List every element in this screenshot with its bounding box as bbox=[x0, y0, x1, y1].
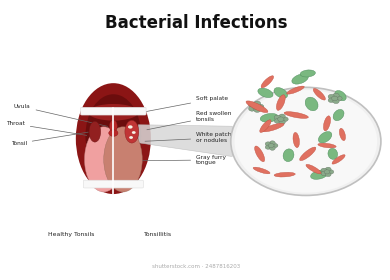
FancyBboxPatch shape bbox=[83, 180, 144, 188]
Ellipse shape bbox=[269, 141, 275, 145]
Ellipse shape bbox=[260, 120, 271, 132]
Ellipse shape bbox=[254, 108, 261, 112]
Polygon shape bbox=[138, 125, 232, 157]
Ellipse shape bbox=[332, 155, 345, 164]
Ellipse shape bbox=[76, 83, 151, 194]
FancyBboxPatch shape bbox=[81, 107, 146, 115]
Circle shape bbox=[234, 90, 377, 193]
Text: Soft palate: Soft palate bbox=[145, 97, 228, 112]
Ellipse shape bbox=[333, 99, 339, 104]
Ellipse shape bbox=[88, 104, 138, 121]
Ellipse shape bbox=[274, 119, 280, 123]
Ellipse shape bbox=[262, 123, 284, 132]
Text: White patches
or nodules: White patches or nodules bbox=[145, 132, 238, 143]
Text: Healthy Tonsils: Healthy Tonsils bbox=[48, 232, 94, 237]
Ellipse shape bbox=[339, 128, 346, 141]
Ellipse shape bbox=[265, 142, 271, 146]
Ellipse shape bbox=[279, 120, 285, 124]
Ellipse shape bbox=[277, 95, 285, 110]
Ellipse shape bbox=[279, 114, 285, 119]
Ellipse shape bbox=[328, 98, 335, 102]
Circle shape bbox=[231, 87, 381, 195]
Ellipse shape bbox=[332, 96, 338, 101]
Ellipse shape bbox=[318, 143, 336, 148]
Ellipse shape bbox=[85, 94, 141, 178]
Text: Uvula: Uvula bbox=[14, 104, 108, 126]
Ellipse shape bbox=[257, 104, 264, 109]
Ellipse shape bbox=[321, 168, 327, 172]
Ellipse shape bbox=[325, 172, 331, 177]
Ellipse shape bbox=[306, 164, 321, 174]
Ellipse shape bbox=[335, 90, 346, 101]
Ellipse shape bbox=[261, 76, 274, 88]
Ellipse shape bbox=[268, 143, 274, 148]
Ellipse shape bbox=[325, 167, 331, 171]
Ellipse shape bbox=[324, 170, 330, 174]
Ellipse shape bbox=[248, 102, 255, 107]
Ellipse shape bbox=[328, 94, 335, 99]
Text: Tonsillitis: Tonsillitis bbox=[144, 232, 172, 237]
Ellipse shape bbox=[284, 112, 308, 118]
Circle shape bbox=[128, 125, 133, 129]
Ellipse shape bbox=[274, 115, 280, 120]
Ellipse shape bbox=[125, 120, 139, 143]
Ellipse shape bbox=[253, 167, 270, 174]
Ellipse shape bbox=[328, 148, 338, 159]
Ellipse shape bbox=[110, 120, 117, 132]
Ellipse shape bbox=[293, 132, 300, 148]
Ellipse shape bbox=[274, 88, 288, 98]
Ellipse shape bbox=[265, 145, 271, 149]
Ellipse shape bbox=[254, 101, 261, 106]
Ellipse shape bbox=[282, 117, 288, 122]
Ellipse shape bbox=[89, 121, 101, 142]
Ellipse shape bbox=[104, 127, 142, 192]
Ellipse shape bbox=[318, 132, 332, 143]
Ellipse shape bbox=[310, 170, 328, 179]
Text: Bacterial Infections: Bacterial Infections bbox=[105, 14, 287, 32]
Ellipse shape bbox=[255, 146, 265, 162]
Ellipse shape bbox=[260, 113, 278, 122]
Text: Gray furry
tongue: Gray furry tongue bbox=[139, 155, 226, 165]
Ellipse shape bbox=[287, 86, 304, 94]
Ellipse shape bbox=[252, 104, 259, 109]
Circle shape bbox=[132, 131, 136, 134]
Ellipse shape bbox=[85, 127, 123, 192]
Text: shutterstock.com · 2487816203: shutterstock.com · 2487816203 bbox=[152, 264, 240, 269]
Circle shape bbox=[129, 136, 133, 139]
Ellipse shape bbox=[300, 70, 316, 77]
Ellipse shape bbox=[258, 88, 273, 98]
Ellipse shape bbox=[321, 171, 327, 176]
Text: Throat: Throat bbox=[6, 122, 87, 136]
Text: Red swollen
tonsils: Red swollen tonsils bbox=[147, 111, 232, 130]
Ellipse shape bbox=[313, 88, 325, 100]
Ellipse shape bbox=[246, 101, 268, 113]
Ellipse shape bbox=[336, 96, 342, 101]
Ellipse shape bbox=[283, 149, 294, 162]
Circle shape bbox=[109, 130, 118, 136]
Ellipse shape bbox=[248, 106, 255, 111]
Ellipse shape bbox=[305, 97, 318, 111]
Ellipse shape bbox=[333, 109, 344, 121]
Ellipse shape bbox=[269, 146, 275, 150]
Ellipse shape bbox=[323, 116, 331, 131]
Ellipse shape bbox=[328, 170, 334, 174]
Ellipse shape bbox=[292, 74, 308, 84]
Ellipse shape bbox=[333, 93, 339, 98]
Text: Tonsil: Tonsil bbox=[11, 132, 88, 146]
Ellipse shape bbox=[300, 147, 316, 161]
Ellipse shape bbox=[278, 117, 284, 122]
Ellipse shape bbox=[272, 143, 278, 148]
Ellipse shape bbox=[274, 172, 295, 177]
